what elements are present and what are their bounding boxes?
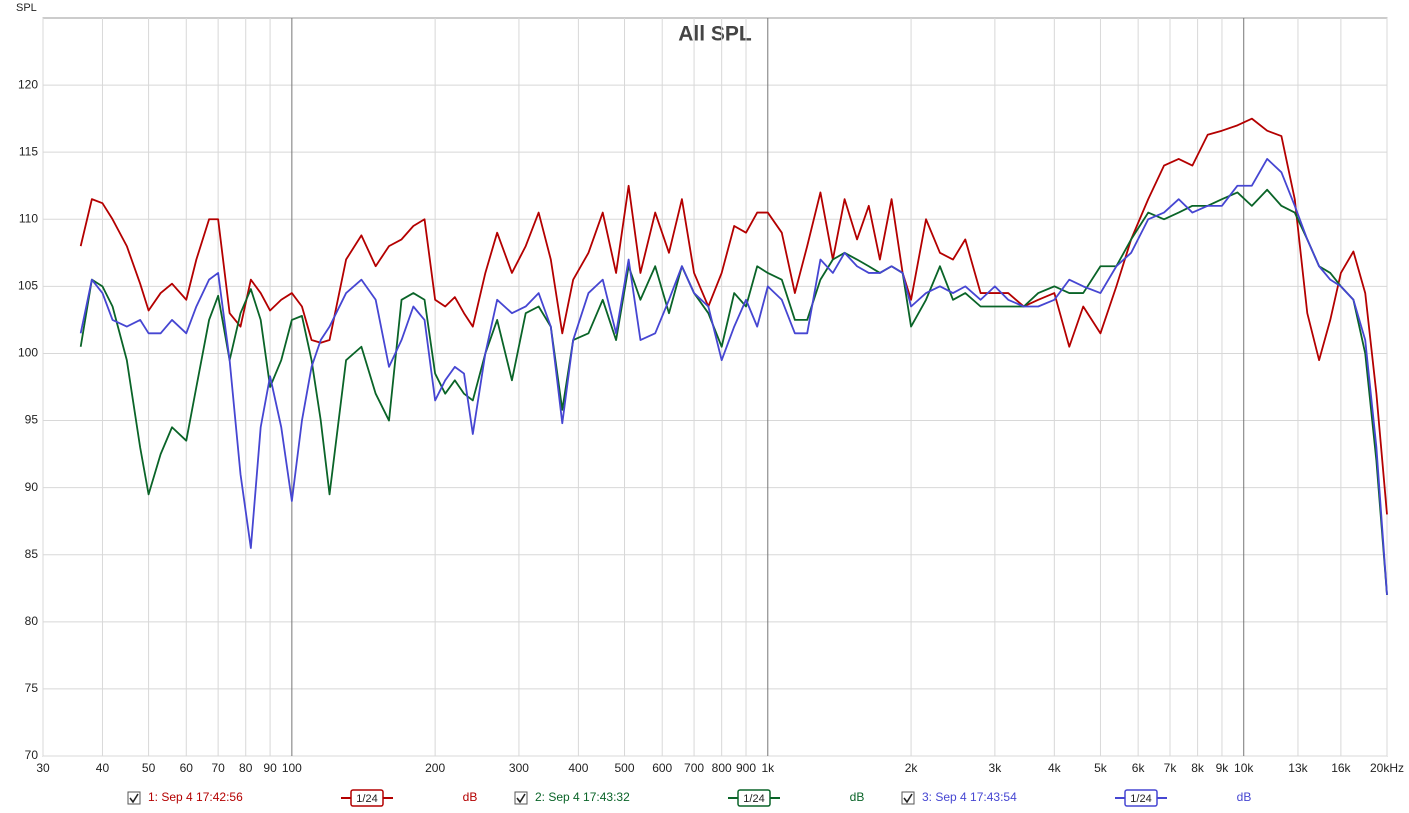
x-tick-label: 6k	[1132, 761, 1146, 775]
x-tick-label: 90	[263, 761, 277, 775]
legend-check	[129, 793, 139, 804]
legend-smoothing-box	[737, 789, 771, 807]
legend-check	[516, 793, 526, 804]
x-tick-label: 2k	[905, 761, 919, 775]
x-tick-label: 30	[36, 761, 50, 775]
legend-checkbox	[127, 791, 141, 805]
x-tick-label: 200	[425, 761, 445, 775]
legend-item: 3: Sep 4 17:43:54 1/24 dB	[901, 789, 1252, 807]
x-tick-label: 7k	[1164, 761, 1178, 775]
y-tick-label: 70	[25, 748, 39, 762]
x-tick-label: 10k	[1234, 761, 1254, 775]
legend-smoothing-box	[1124, 789, 1158, 807]
legend-item: 2: Sep 4 17:43:32 1/24 dB	[514, 789, 865, 807]
x-tick-label: 16k	[1331, 761, 1351, 775]
legend-label: 2: Sep 4 17:43:32	[535, 790, 630, 804]
x-tick-label: 700	[684, 761, 704, 775]
legend-label: 1: Sep 4 17:42:56	[148, 790, 243, 804]
x-tick-label: 60	[180, 761, 194, 775]
x-tick-label: 40	[96, 761, 110, 775]
y-tick-label: 95	[25, 413, 39, 427]
y-tick-label: 105	[18, 279, 38, 293]
legend-unit: dB	[463, 790, 478, 804]
legend-checkbox	[514, 791, 528, 805]
x-tick-label: 4k	[1048, 761, 1062, 775]
legend-item: 1: Sep 4 17:42:56 1/24 dB	[127, 789, 478, 807]
y-tick-label: 90	[25, 480, 39, 494]
y-tick-label: 110	[19, 211, 38, 225]
legend-smoothing: 1/24	[356, 793, 377, 805]
x-tick-label: 900	[736, 761, 756, 775]
legend-smoothing: 1/24	[1130, 793, 1151, 805]
legend-smoothing: 1/24	[743, 793, 764, 805]
x-tick-label: 1k	[761, 761, 775, 775]
y-axis-label: SPL	[16, 2, 37, 14]
legend-smoothing-box	[350, 789, 384, 807]
y-tick-label: 100	[18, 346, 38, 360]
series-line	[79, 117, 1388, 515]
x-tick-label: 13k	[1288, 761, 1308, 775]
legend-checkbox	[901, 791, 915, 805]
x-tick-label: 400	[568, 761, 588, 775]
x-tick-label: 500	[615, 761, 635, 775]
y-tick-label: 80	[25, 614, 39, 628]
x-tick-label: 300	[509, 761, 529, 775]
legend-label: 3: Sep 4 17:43:54	[922, 790, 1017, 804]
x-tick-label: 20kHz	[1370, 761, 1404, 775]
y-tick-label: 85	[25, 547, 39, 561]
plot-area	[42, 17, 1388, 757]
x-tick-label: 100	[282, 761, 302, 775]
legend-unit: dB	[850, 790, 865, 804]
series-line	[79, 157, 1388, 596]
x-tick-label: 50	[142, 761, 156, 775]
legend-unit: dB	[1237, 790, 1252, 804]
x-tick-label: 8k	[1191, 761, 1205, 775]
x-tick-label: 80	[239, 761, 253, 775]
x-tick-label: 600	[652, 761, 672, 775]
x-tick-label: 70	[211, 761, 225, 775]
x-tick-label: 9k	[1216, 761, 1230, 775]
chart-title: All SPL	[678, 23, 752, 46]
x-tick-label: 800	[712, 761, 732, 775]
legend-check	[903, 793, 913, 804]
x-tick-label: 5k	[1094, 761, 1108, 775]
y-tick-label: 75	[25, 681, 39, 695]
x-tick-label: 3k	[989, 761, 1003, 775]
y-tick-label: 115	[19, 144, 38, 158]
y-tick-label: 120	[18, 77, 38, 91]
